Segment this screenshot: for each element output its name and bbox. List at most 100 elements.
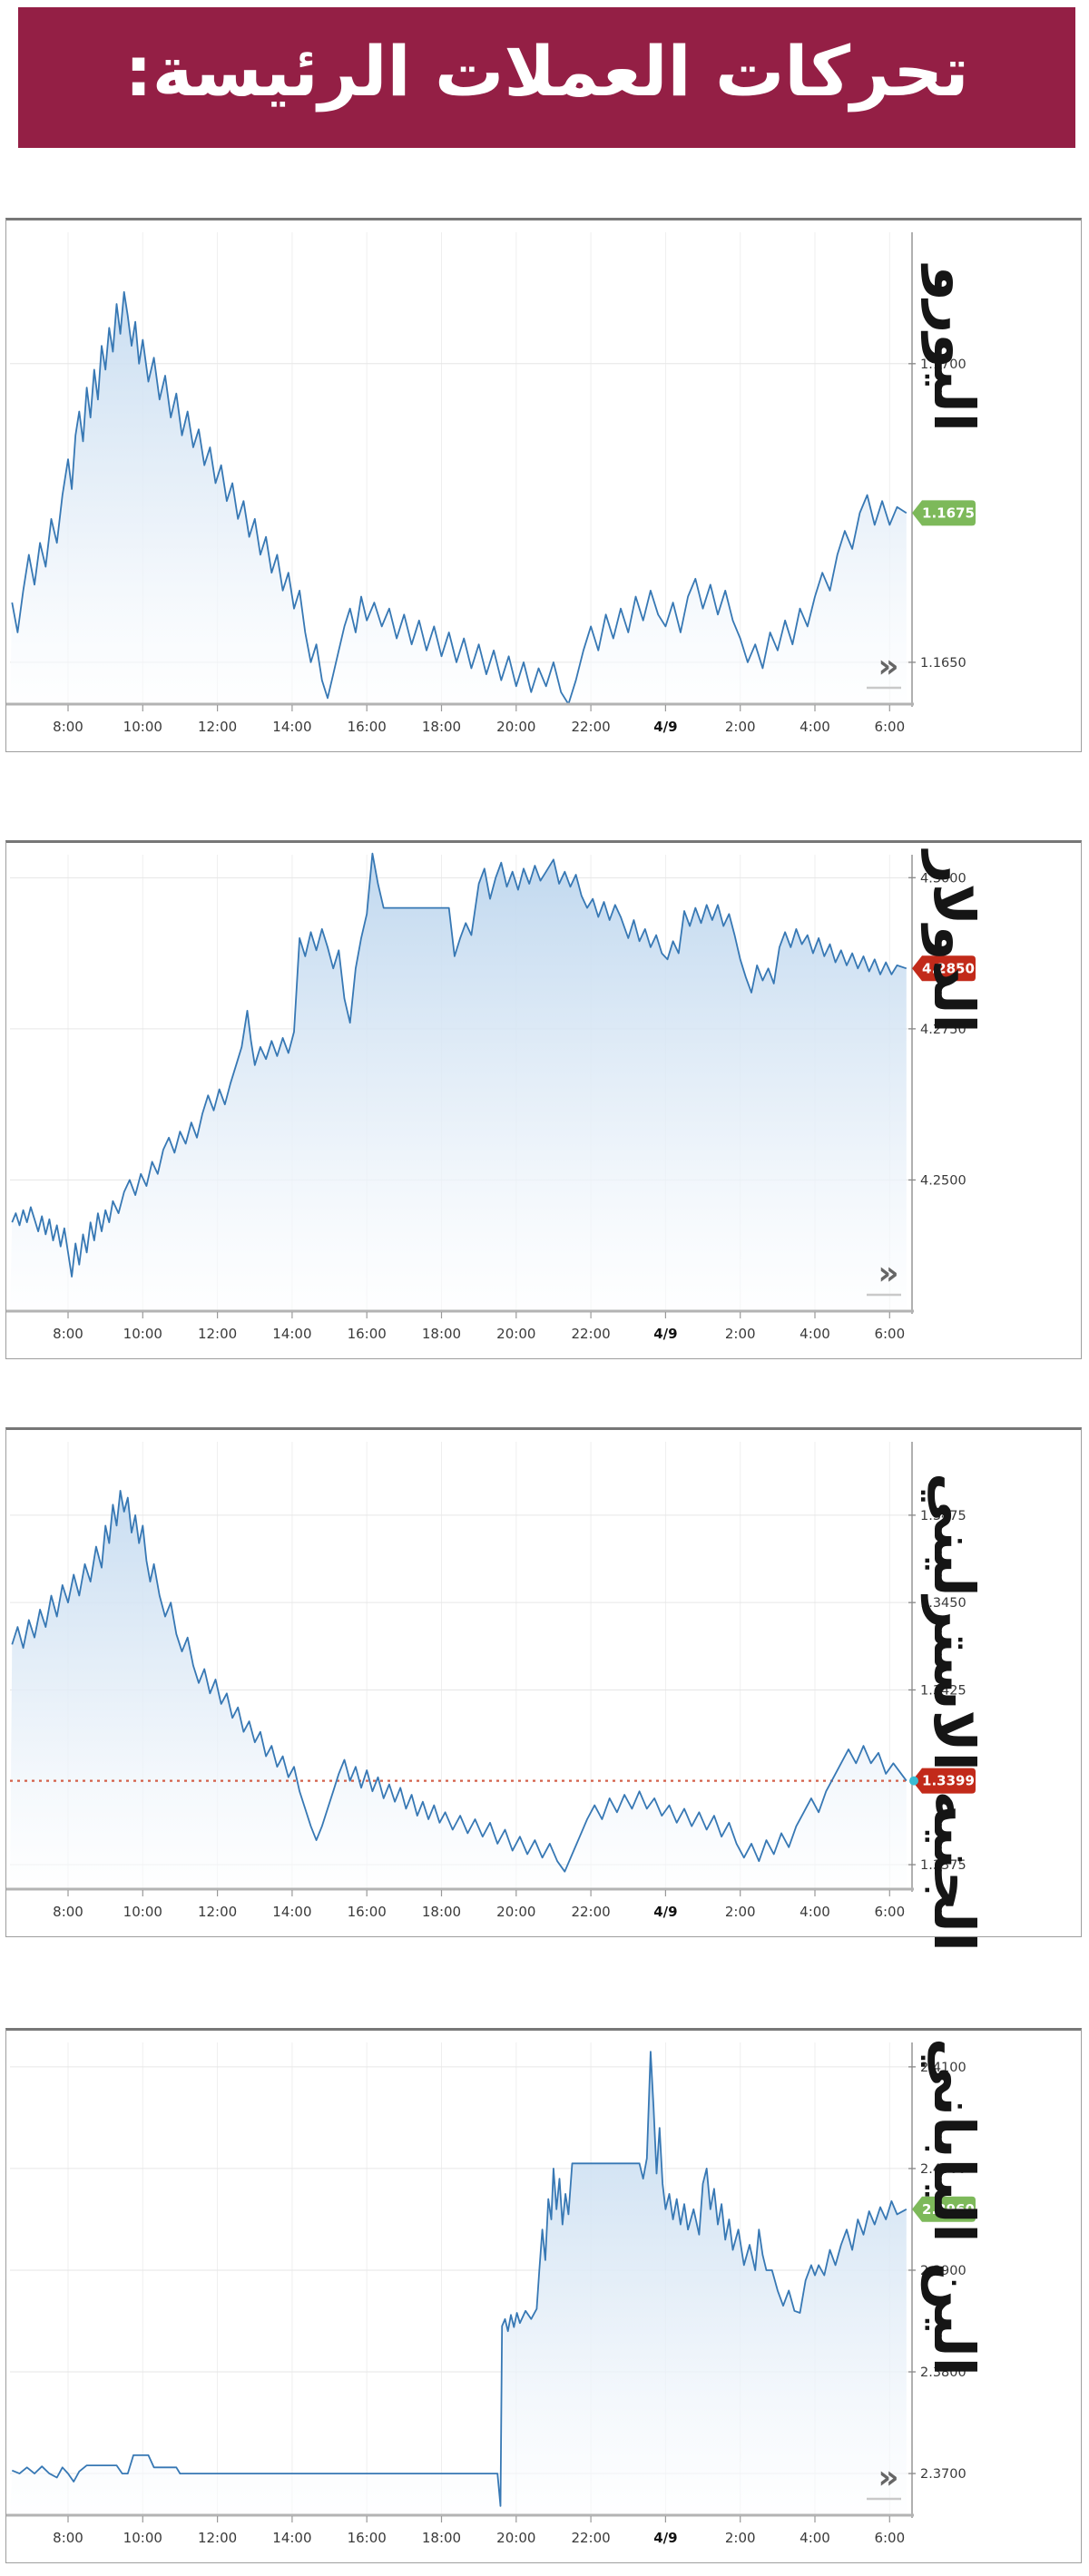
area-fill: [10, 291, 907, 704]
chart-card-euro: 1.1700 1.1650 8:00 10:00 12:00 14:00 16:00 18:0…: [5, 218, 1082, 752]
x-tick-label: 10:00: [123, 1904, 162, 1920]
x-tick-label: 6:00: [874, 719, 905, 735]
x-tick-label: 6:00: [874, 1904, 905, 1920]
y-tick-label: 1.1650: [920, 656, 966, 671]
x-tick-label: 20:00: [496, 1326, 535, 1342]
x-tick-label: 12:00: [198, 1904, 237, 1920]
price-chart-sterling: 1.3475 1.3450 1.3425 1.3375 8:00 10:00 12:00 14…: [6, 1442, 976, 1920]
y-tick-label: 1.3425: [920, 1683, 966, 1698]
x-tick-label: 8:00: [53, 1904, 83, 1920]
y-tick-label: 4.3000: [920, 871, 966, 886]
y-tick-label: 2.3700: [920, 2467, 966, 2482]
currency-label-yen: الين الياباني: [921, 2038, 987, 2376]
x-tick-label: 6:00: [874, 1326, 905, 1342]
x-tick-label: 14:00: [272, 2530, 311, 2546]
current-price-badge: 1.3399: [912, 1768, 976, 1794]
x-tick-label: 16:00: [348, 1326, 387, 1342]
price-line: [11, 1490, 908, 1873]
x-tick-label: 4/9: [653, 1326, 677, 1342]
y-tick-label: 2.4100: [920, 2061, 966, 2075]
x-tick-label: 4:00: [800, 719, 830, 735]
x-tick-label: 22:00: [571, 1326, 610, 1342]
y-tick-label: 2.4000: [920, 2162, 966, 2177]
x-tick-label: 4:00: [800, 1904, 830, 1920]
svg-text:»: »: [878, 2459, 898, 2496]
area-fill: [10, 853, 907, 1311]
x-tick-label: 10:00: [123, 1326, 162, 1342]
y-tick-label: 4.2750: [920, 1023, 966, 1037]
x-tick-label: 8:00: [53, 2530, 83, 2546]
x-tick-label: 12:00: [198, 719, 237, 735]
currency-label-sterling: الجنيه الاسترليني: [921, 1473, 987, 1952]
current-price-dot: [909, 1776, 918, 1786]
current-price-badge: 4.2850: [912, 955, 976, 982]
x-tick-label: 16:00: [348, 2530, 387, 2546]
x-tick-label: 22:00: [571, 1904, 610, 1920]
area-fill: [10, 1490, 907, 1889]
y-tick-label: 1.1700: [920, 358, 966, 372]
currency-label-euro: اليورو: [921, 266, 987, 432]
x-tick-label: 16:00: [348, 719, 387, 735]
header-banner: تحركات العملات الرئيسة:: [18, 7, 1075, 148]
current-price-badge: 2.3960: [912, 2196, 976, 2222]
x-tick-label: 10:00: [123, 719, 162, 735]
x-tick-label: 8:00: [53, 719, 83, 735]
svg-text:1.3399: 1.3399: [922, 1773, 975, 1789]
x-tick-label: 4/9: [653, 1904, 677, 1920]
x-tick-label: 6:00: [874, 2530, 905, 2546]
svg-text:4.2850: 4.2850: [922, 960, 975, 976]
x-tick-label: 18:00: [422, 719, 461, 735]
x-tick-label: 2:00: [725, 2530, 756, 2546]
x-tick-label: 12:00: [198, 1326, 237, 1342]
current-price-badge: 1.1675: [912, 500, 976, 526]
x-tick-label: 2:00: [725, 1326, 756, 1342]
area-fill: [10, 2052, 907, 2515]
price-chart-euro: 1.1700 1.1650 8:00 10:00 12:00 14:00 16:00 18:0…: [6, 232, 976, 735]
x-tick-label: 18:00: [422, 2530, 461, 2546]
y-tick-label: 1.3475: [920, 1509, 966, 1523]
x-tick-label: 10:00: [123, 2530, 162, 2546]
x-tick-label: 18:00: [422, 1326, 461, 1342]
x-tick-label: 2:00: [725, 719, 756, 735]
x-tick-label: 14:00: [272, 719, 311, 735]
x-tick-label: 4/9: [653, 719, 677, 735]
svg-text:»: »: [878, 648, 898, 685]
expand-button[interactable]: »: [867, 2459, 901, 2501]
x-tick-label: 18:00: [422, 1904, 461, 1920]
chart-card-sterling: 1.3475 1.3450 1.3425 1.3375 8:00 10:00 12:00 14…: [5, 1427, 1082, 1952]
x-tick-label: 20:00: [496, 719, 535, 735]
x-tick-label: 20:00: [496, 1904, 535, 1920]
x-tick-label: 14:00: [272, 1904, 311, 1920]
chart-card-yen: 2.4100 2.4000 2.3900 2.3800 2.3700 8:00 10:00 1…: [5, 2028, 1082, 2563]
x-tick-label: 22:00: [571, 2530, 610, 2546]
x-tick-label: 4/9: [653, 2530, 677, 2546]
expand-button[interactable]: »: [867, 1255, 901, 1297]
x-tick-label: 8:00: [53, 1326, 83, 1342]
x-tick-label: 16:00: [348, 1904, 387, 1920]
chart-card-dollar: 4.3000 4.2750 4.2500 8:00 10:00 12:00 14:00 16:…: [5, 840, 1082, 1359]
y-tick-label: 1.3450: [920, 1596, 966, 1611]
x-tick-label: 12:00: [198, 2530, 237, 2546]
y-tick-label: 4.2500: [920, 1173, 966, 1188]
price-line: [11, 290, 908, 705]
x-tick-label: 22:00: [571, 719, 610, 735]
y-tick-label: 1.3375: [920, 1858, 966, 1873]
x-tick-label: 14:00: [272, 1326, 311, 1342]
currency-label-dollar: الدولار: [921, 851, 987, 1033]
x-tick-label: 2:00: [725, 1904, 756, 1920]
y-tick-label: 2.3800: [920, 2365, 966, 2380]
y-tick-label: 2.3900: [920, 2264, 966, 2278]
svg-text:»: »: [878, 1255, 898, 1292]
price-chart-dollar: 4.3000 4.2750 4.2500 8:00 10:00 12:00 14:00 16:…: [6, 852, 976, 1342]
svg-text:1.1675: 1.1675: [922, 504, 975, 521]
x-tick-label: 4:00: [800, 1326, 830, 1342]
x-tick-label: 20:00: [496, 2530, 535, 2546]
svg-text:2.3960: 2.3960: [922, 2201, 975, 2218]
price-line: [11, 2051, 908, 2507]
expand-button[interactable]: »: [867, 648, 901, 690]
price-chart-yen: 2.4100 2.4000 2.3900 2.3800 2.3700 8:00 10:00 1…: [6, 2042, 976, 2546]
price-line: [11, 852, 908, 1278]
page-title: تحركات العملات الرئيسة:: [124, 30, 969, 112]
x-tick-label: 4:00: [800, 2530, 830, 2546]
